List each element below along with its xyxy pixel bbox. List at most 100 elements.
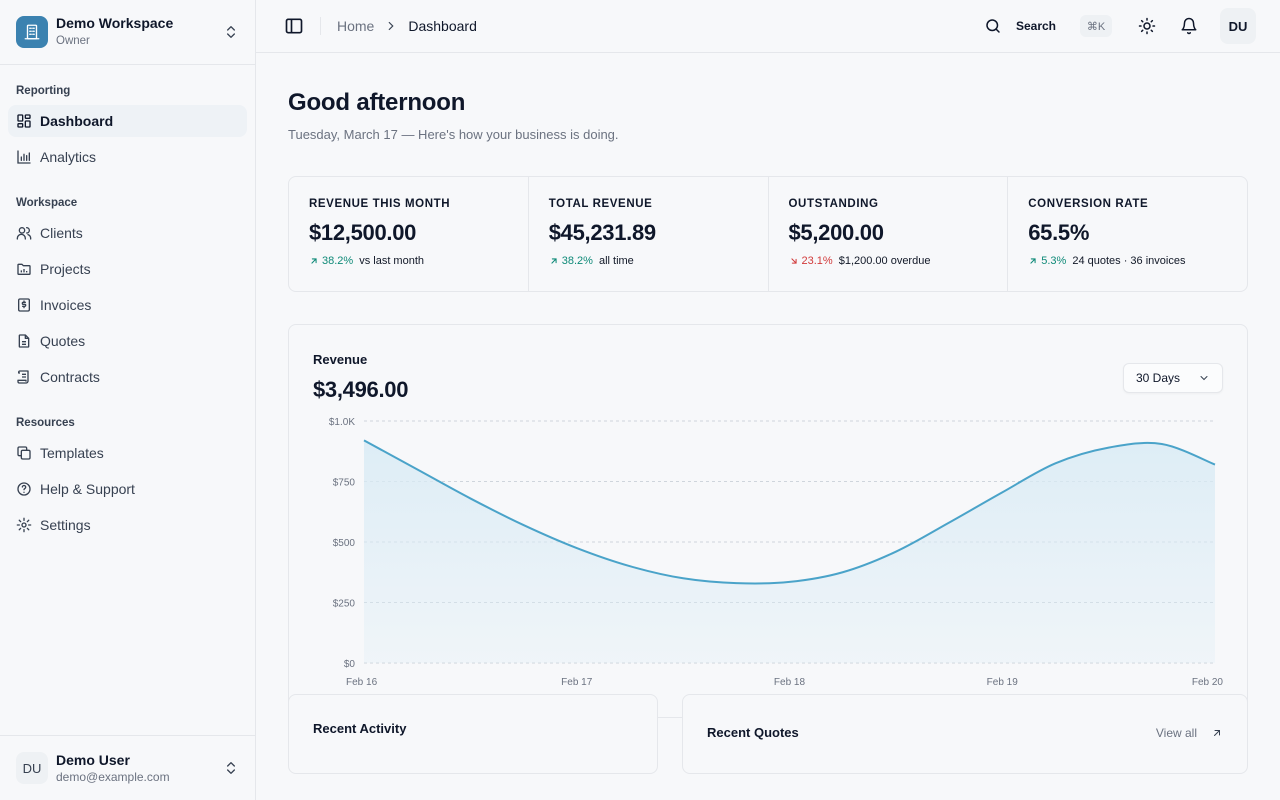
bottom-row: Recent Activity [288,694,658,774]
sidebar-item-label: Templates [40,445,104,461]
sidebar-item-label: Analytics [40,149,97,165]
nav-reporting: Reporting Dashboard Analytics [0,81,255,173]
sidebar-item-label: Settings [40,517,91,533]
chevron-up-down-icon [227,26,235,38]
theme-toggle-button[interactable] [1138,17,1156,35]
sidebar-item-quotes[interactable]: Quotes [8,325,247,357]
folder-icon [17,263,31,275]
sidebar-item-label: Contracts [40,369,100,385]
stat-card: REVENUE THIS MONTH $12,500.00 38.2% vs l… [289,177,529,291]
workspace-role: Owner [56,35,90,47]
y-tick-label: $250 [333,599,356,610]
bar-chart-icon [17,150,31,164]
search-icon [986,19,1000,33]
sidebar-item-settings[interactable]: Settings [8,509,247,541]
x-tick-label: Feb 16 [346,677,378,688]
x-tick-label: Feb 19 [987,677,1019,688]
notifications-button[interactable] [1180,17,1198,35]
nav-workspace: Workspace Clients Projects Invoices Quot… [0,193,255,393]
stat-note: $1,200.00 overdue [838,255,931,267]
stat-label: CONVERSION RATE [1028,198,1149,210]
y-tick-label: $500 [333,538,356,549]
stat-note: 24 quotes · 36 invoices [1072,255,1186,267]
arrow-down-right-icon [790,258,797,264]
chart-total: $3,496.00 [313,377,409,402]
range-select[interactable]: 30 Days [1123,363,1223,393]
stat-delta: 38.2% [309,255,353,267]
x-tick-label: Feb 20 [1192,677,1224,688]
recent-activity-card: Recent Activity [288,694,658,774]
stat-card: TOTAL REVENUE $45,231.89 38.2% all time [529,177,769,291]
breadcrumb-current: Dashboard [408,18,477,34]
topbar: Home Dashboard Search ⌘K DU [256,0,1280,53]
stat-value: $45,231.89 [548,220,656,245]
page-subtitle: Tuesday, March 17 — Here's how your busi… [288,127,619,142]
stat-card: CONVERSION RATE 65.5% 5.3% 24 quotes · 3… [1008,177,1247,291]
sidebar-toggle-icon[interactable] [284,16,304,36]
view-all-link[interactable]: View all [1156,726,1223,740]
user-name: Demo User [56,751,130,768]
sidebar-item-clients[interactable]: Clients [8,217,247,249]
user-email: demo@example.com [56,769,170,784]
sidebar-item-contracts[interactable]: Contracts [8,361,247,393]
user-menu[interactable]: DU Demo User demo@example.com [0,735,255,800]
range-select-value: 30 Days [1136,371,1181,385]
sidebar-item-help[interactable]: Help & Support [8,473,247,505]
workspace-logo-icon [16,16,48,48]
invoice-icon [18,298,30,312]
bell-icon [1181,17,1197,35]
stat-card: OUTSTANDING $5,200.00 23.1% $1,200.00 ov… [769,177,1009,291]
x-tick-label: Feb 17 [561,677,593,688]
chevron-down-icon [1200,376,1208,381]
dashboard-icon [17,114,31,128]
stat-value: $5,200.00 [788,220,884,245]
gear-icon [16,517,32,533]
revenue-chart-card: $0 $250 $500 $750 $1.0K Feb 16 Feb 17 Feb 18 Feb… [288,324,1248,718]
arrow-up-right-icon [1214,730,1220,736]
recent-quotes-card: Recent Quotes View all [682,694,1248,774]
stat-value: 65.5% [1028,220,1090,245]
stat-delta: 5.3% [1028,255,1066,267]
arrow-up-right-icon [1030,258,1036,264]
page-title: Good afternoon [288,89,466,116]
chevron-up-down-icon [227,762,235,774]
sidebar-item-label: Clients [40,225,83,241]
avatar: DU [16,752,48,784]
search-label: Search [1015,19,1056,33]
arrow-up-right-icon [311,258,317,264]
stats-row: REVENUE THIS MONTH $12,500.00 38.2% vs l… [288,176,1248,292]
series-area [364,440,1215,663]
search-button[interactable]: Search [984,17,1056,35]
x-tick-label: Feb 18 [774,677,806,688]
sidebar-item-projects[interactable]: Projects [8,253,247,285]
workspace-name: Demo Workspace [56,15,174,31]
nav-resources: Resources Templates Help & Support Setti… [0,413,255,541]
sidebar-item-invoices[interactable]: Invoices [8,289,247,321]
sidebar-item-templates[interactable]: Templates [8,437,247,469]
sidebar-item-label: Quotes [40,333,86,349]
stat-label: OUTSTANDING [788,198,879,210]
chevron-right-icon [384,19,398,33]
bottom-row: Recent Quotes View all [682,694,1248,774]
sidebar-item-analytics[interactable]: Analytics [8,141,247,173]
chart-title: Revenue [313,352,368,367]
card-title: Recent Activity [313,721,407,736]
breadcrumb-home[interactable]: Home [337,18,375,34]
stat-label: TOTAL REVENUE [548,198,653,210]
stat-note: vs last month [359,255,425,267]
y-tick-label: $750 [333,478,356,489]
sidebar: Demo Workspace Owner Reporting Dashboard… [0,0,256,800]
series-line [363,439,1216,585]
stat-value: $12,500.00 [309,220,417,245]
shortcut-badge: ⌘K [1080,15,1112,37]
avatar[interactable]: DU [1220,8,1256,44]
nav-section-title: Workspace [16,197,78,209]
workspace-switcher[interactable]: Demo Workspace Owner [0,0,255,65]
help-icon [17,482,31,496]
arrow-up-right-icon [551,258,557,264]
stat-note: all time [598,255,634,267]
sidebar-item-dashboard[interactable]: Dashboard [8,105,247,137]
card-title: Recent Quotes [707,725,799,740]
stat-delta: 23.1% [789,255,833,267]
stat-delta: 38.2% [549,255,593,267]
